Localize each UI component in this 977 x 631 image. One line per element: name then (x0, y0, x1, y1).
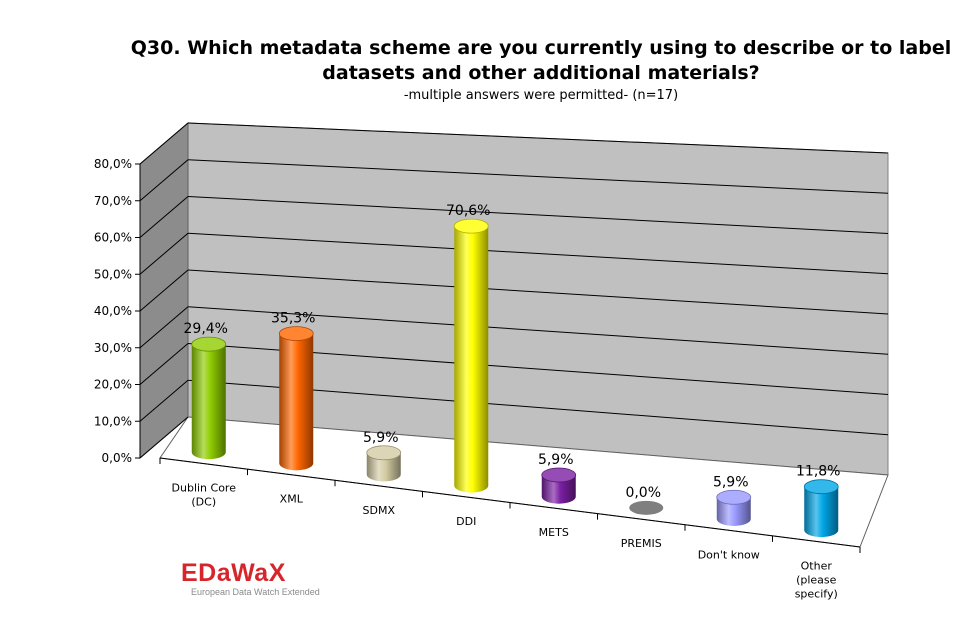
gridline (187, 269, 889, 315)
data-label: 11,8% (796, 464, 840, 480)
bar (629, 500, 664, 515)
data-label: 35,3% (271, 311, 315, 327)
bar-top (278, 326, 314, 341)
gridline (187, 306, 889, 355)
bar-body (804, 486, 839, 538)
y-tick-label: 20,0% (94, 378, 132, 392)
gridline (187, 159, 889, 194)
y-tick-label: 80,0% (94, 157, 132, 171)
bar (803, 479, 839, 538)
x-tick-label: SDMX (363, 504, 396, 517)
side-gridline (139, 122, 189, 165)
y-tick-label: 10,0% (94, 414, 132, 428)
x-tick-label: PREMIS (621, 537, 662, 550)
plot-area: 0,0% 10,0% 20,0% 30,0% 40,0% 50,0% 60,0% 70,0% 8… (94, 121, 889, 600)
y-tick-label: 30,0% (94, 341, 132, 355)
side-gridline (139, 196, 189, 238)
bar-body (454, 226, 489, 493)
side-gridline (139, 379, 189, 422)
y-tick-label: 50,0% (94, 267, 132, 281)
bar-body (191, 344, 226, 460)
bar-body (279, 333, 314, 471)
x-tick-label: METS (539, 526, 569, 539)
bar (716, 489, 752, 526)
x-tick-label: Other (please specify) (795, 559, 838, 600)
chart-title-line-1: Q30. Which metadata scheme are you curre… (131, 37, 951, 59)
bar-top (453, 218, 489, 234)
data-label: 0,0% (625, 485, 661, 501)
chart-subtitle: -multiple answers were permitted- (n=17) (404, 88, 678, 103)
chart-title: Q30. Which metadata scheme are you curre… (131, 37, 951, 103)
data-label: 5,9% (538, 452, 574, 468)
data-label: 5,9% (713, 474, 749, 490)
gridline (187, 196, 889, 234)
y-tick-label: 0,0% (102, 451, 133, 465)
bar-body (716, 497, 751, 526)
x-tick-label: Dublin Core (DC) (172, 482, 237, 509)
x-tick-label: Don't know (698, 548, 760, 561)
bar (541, 467, 577, 504)
gridline (187, 122, 889, 154)
bar-top (803, 479, 839, 495)
bar-body (366, 452, 401, 482)
side-gridline (139, 232, 189, 275)
bar-top (629, 500, 664, 515)
side-gridline (139, 269, 189, 312)
bar-top (366, 445, 402, 461)
logo-tagline: European Data Watch Extended (191, 587, 320, 597)
y-tick-label: 60,0% (94, 231, 132, 245)
side-gridline (139, 416, 189, 459)
bar (453, 218, 489, 493)
x-axis-line (159, 457, 861, 548)
y-tick-label: 70,0% (94, 194, 132, 208)
edawax-logo: EDaWaX European Data Watch Extended (181, 559, 320, 598)
bar (278, 326, 314, 471)
chart-title-line-2: datasets and other additional materials? (322, 62, 759, 84)
bar-top (191, 336, 227, 352)
bar (191, 336, 227, 460)
data-label: 29,4% (184, 321, 228, 337)
side-gridline (139, 306, 189, 349)
data-label: 70,6% (446, 203, 490, 219)
bar (366, 445, 402, 482)
x-tick-label: DDI (456, 515, 476, 528)
side-gridline (139, 343, 189, 385)
side-gridline (139, 159, 189, 202)
bar-top (541, 467, 577, 483)
logo-name: EDaWaX (181, 559, 286, 587)
bar-top (716, 489, 752, 505)
x-tick-label: XML (280, 493, 304, 506)
y-tick-label: 40,0% (94, 304, 132, 318)
bar-body (541, 475, 576, 504)
data-label: 5,9% (363, 430, 399, 446)
gridline (187, 232, 889, 275)
